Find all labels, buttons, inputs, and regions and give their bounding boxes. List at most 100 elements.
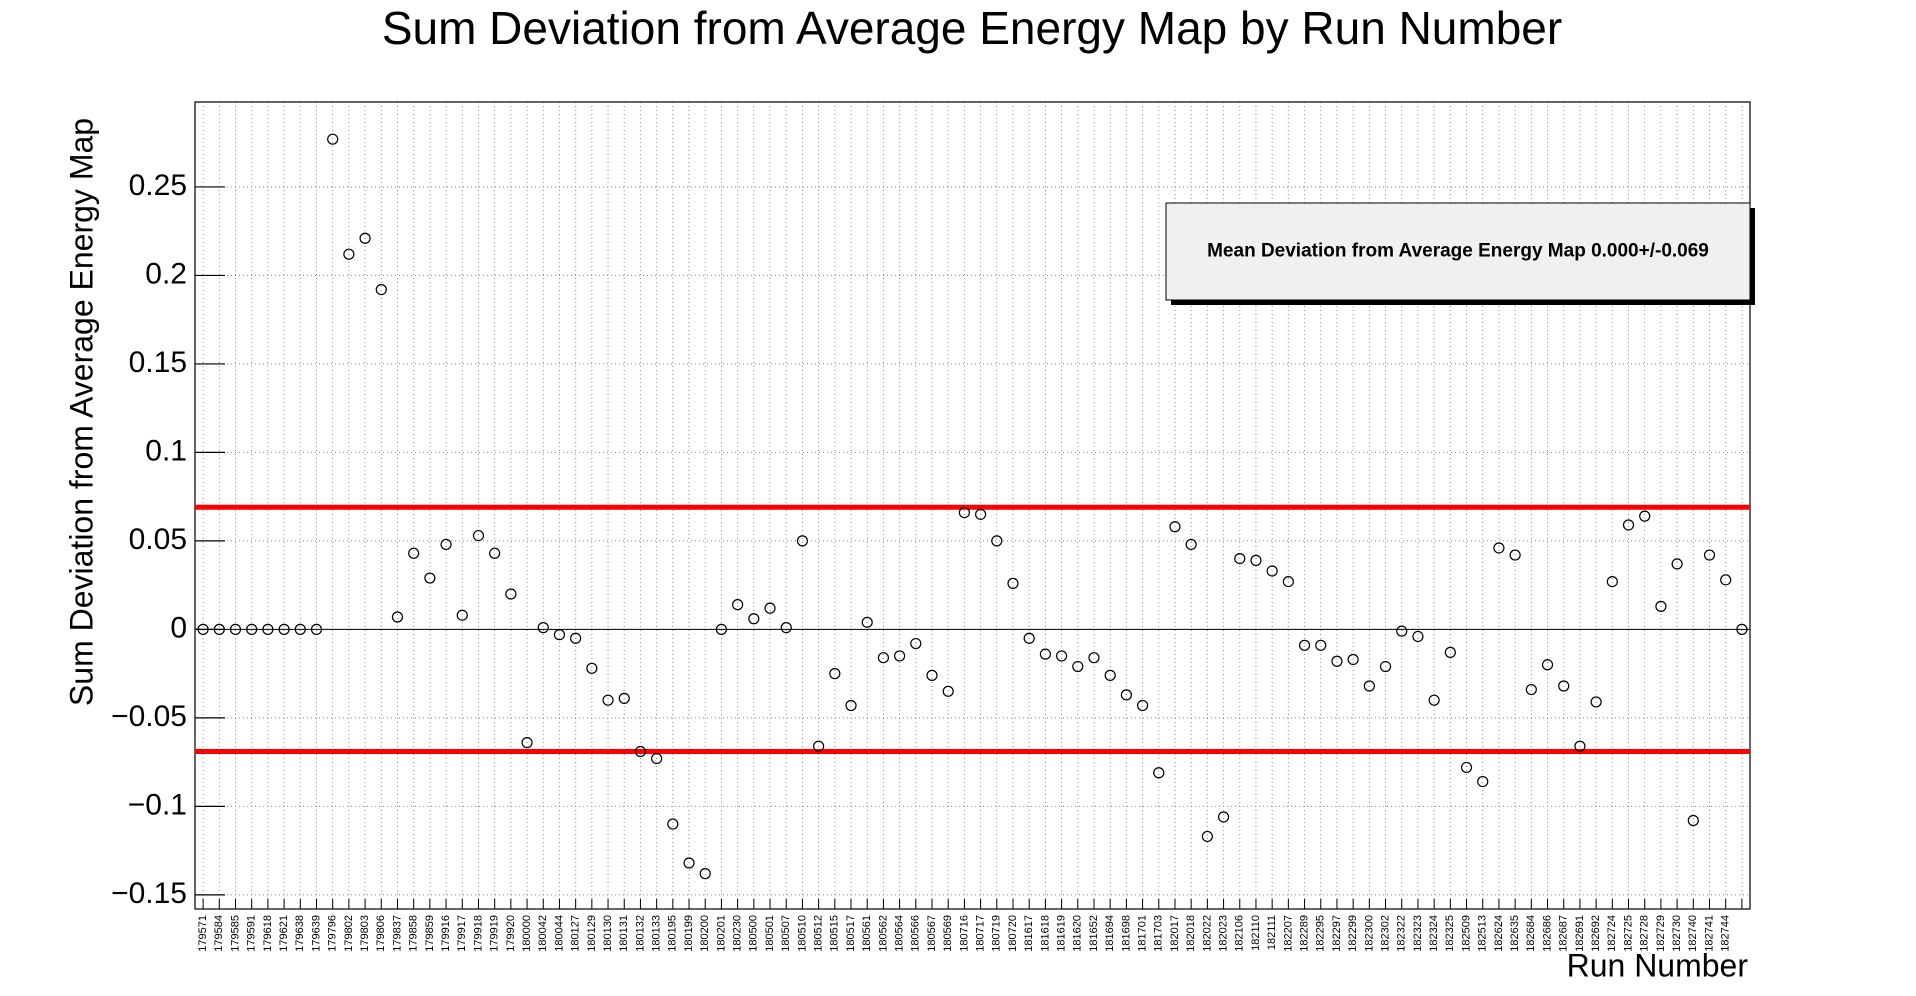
x-tick-label: 180515	[829, 915, 841, 952]
x-tick-label: 179858	[408, 915, 420, 952]
x-tick-label: 182023	[1217, 915, 1229, 952]
y-tick-label: 0.2	[145, 257, 187, 290]
x-tick-label: 181617	[1023, 915, 1035, 952]
x-tick-label: 180201	[715, 915, 727, 952]
x-tick-label: 179916	[440, 915, 452, 952]
marker	[732, 599, 744, 611]
x-tick-label: 182725	[1622, 915, 1634, 952]
x-tick-label: 180716	[958, 915, 970, 952]
x-axis-label: Run Number	[1567, 947, 1749, 983]
x-tick-label: 179571	[197, 915, 209, 952]
x-tick-label: 180567	[926, 915, 938, 952]
x-tick-label: 182624	[1493, 915, 1505, 952]
x-tick-label: 182684	[1525, 915, 1537, 952]
x-tick-label: 180562	[877, 915, 889, 952]
x-tick-label: 182740	[1687, 915, 1699, 952]
x-tick-label: 179803	[359, 915, 371, 952]
x-tick-label: 180564	[894, 915, 906, 952]
marker	[974, 508, 987, 520]
marker	[877, 652, 890, 664]
x-tick-label: 182686	[1541, 915, 1553, 952]
x-tick-label: 182692	[1590, 915, 1602, 952]
x-tick-label: 182111	[1266, 915, 1278, 950]
marker	[375, 283, 387, 296]
marker	[278, 623, 290, 635]
marker	[651, 752, 663, 765]
marker	[1639, 510, 1651, 522]
marker	[942, 685, 954, 697]
x-tick-label: 179806	[375, 915, 387, 952]
x-tick-label: 182741	[1703, 915, 1715, 952]
marker	[1153, 767, 1165, 779]
marker	[197, 623, 209, 635]
x-tick-label: 181618	[1039, 915, 1051, 952]
x-tick-label: 180000	[521, 915, 533, 952]
x-tick-label: 182729	[1655, 915, 1667, 952]
marker	[1331, 655, 1343, 667]
x-tick-label: 182323	[1412, 915, 1424, 952]
x-tick-label: 180195	[667, 915, 679, 952]
x-tick-label: 182509	[1460, 915, 1472, 952]
x-tick-label: 180561	[861, 915, 873, 952]
x-tick-label: 179917	[456, 915, 468, 952]
marker	[829, 668, 841, 680]
x-tick-label: 180200	[699, 915, 711, 952]
marker	[472, 529, 485, 542]
marker	[1136, 699, 1149, 712]
marker	[667, 818, 679, 830]
marker	[910, 637, 922, 650]
x-tick-label: 182687	[1558, 915, 1570, 952]
x-tick-label: 179802	[343, 915, 355, 952]
marker	[796, 535, 809, 547]
x-tick-label: 180042	[537, 915, 549, 952]
x-tick-label: 179796	[327, 915, 339, 952]
y-tick-label: 0.05	[129, 523, 187, 556]
marker	[294, 623, 306, 635]
x-tick-label: 180507	[780, 915, 792, 952]
x-tick-label: 180127	[570, 915, 582, 952]
marker	[958, 506, 971, 519]
x-tick-label: 182302	[1379, 915, 1391, 952]
marker	[1217, 811, 1230, 823]
x-tick-label: 182110	[1250, 915, 1262, 951]
marker	[1104, 669, 1116, 681]
marker	[1169, 521, 1181, 533]
marker	[1039, 648, 1051, 660]
y-tick-label: 0.15	[129, 346, 187, 379]
x-tick-label: 181652	[1088, 915, 1100, 952]
x-tick-label: 182289	[1298, 915, 1310, 952]
marker	[489, 547, 501, 559]
x-tick-label: 180500	[748, 915, 760, 952]
marker	[634, 745, 647, 758]
x-tick-label: 180720	[1007, 915, 1019, 952]
x-tick-label: 180133	[651, 915, 663, 952]
x-tick-label: 180510	[796, 915, 808, 952]
marker	[537, 622, 549, 634]
marker	[1655, 600, 1667, 612]
marker	[1250, 554, 1262, 566]
x-tick-label: 180512	[813, 915, 825, 952]
x-tick-label: 182017	[1169, 915, 1181, 952]
marker	[1266, 565, 1278, 577]
x-tick-label: 182299	[1347, 915, 1359, 952]
x-tick-label: 182324	[1428, 915, 1440, 952]
marker	[391, 611, 404, 623]
marker	[1622, 519, 1635, 531]
x-tick-label: 182730	[1671, 915, 1683, 952]
marker	[1088, 652, 1100, 664]
marker	[699, 868, 711, 880]
marker	[213, 623, 225, 635]
x-tick-label: 180130	[602, 915, 614, 952]
x-tick-label: 182297	[1331, 915, 1343, 952]
x-tick-label: 181703	[1153, 915, 1165, 952]
marker	[1606, 575, 1618, 588]
marker	[1671, 558, 1683, 570]
marker	[440, 538, 452, 551]
marker	[1525, 683, 1537, 696]
x-tick-label: 179837	[391, 915, 403, 952]
marker	[408, 547, 420, 559]
x-tick-label: 180501	[764, 915, 776, 952]
x-tick-label: 182106	[1234, 915, 1246, 952]
x-tick-label: 182728	[1639, 915, 1651, 952]
